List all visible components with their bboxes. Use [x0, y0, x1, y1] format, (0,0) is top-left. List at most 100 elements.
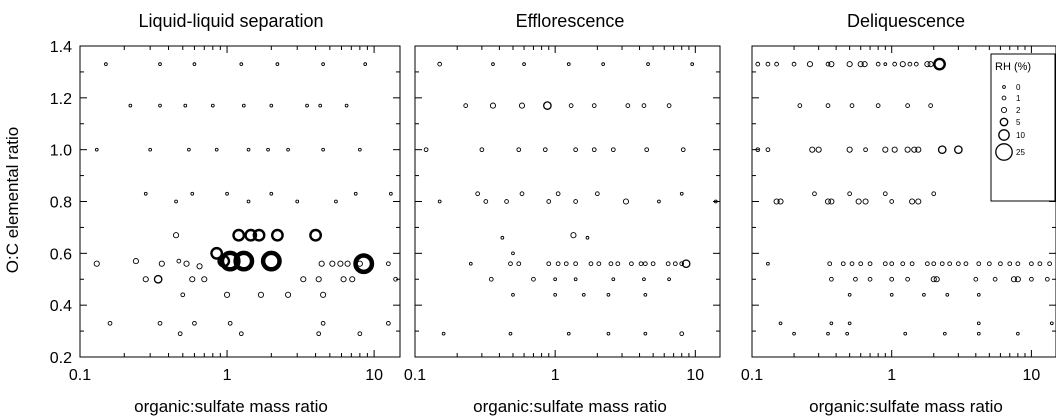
data-point	[546, 199, 552, 204]
data-point	[219, 250, 241, 272]
data-point	[1007, 261, 1013, 267]
data-point	[246, 147, 251, 152]
data-point	[840, 261, 846, 267]
data-point	[183, 103, 188, 108]
data-point	[340, 276, 347, 283]
data-point	[107, 320, 113, 326]
data-point	[849, 103, 855, 108]
data-point	[344, 103, 349, 108]
data-point	[828, 61, 835, 68]
data-point	[976, 261, 982, 267]
data-point	[309, 228, 322, 242]
data-point	[679, 261, 685, 267]
data-point	[622, 198, 630, 205]
data-point	[973, 276, 979, 282]
data-point	[300, 276, 307, 283]
data-point	[858, 261, 864, 267]
data-point	[889, 276, 895, 282]
data-point	[573, 147, 578, 153]
legend-marker	[998, 129, 1010, 141]
data-point	[344, 260, 351, 267]
data-point	[913, 61, 919, 67]
data-point	[933, 57, 946, 71]
data-point	[927, 61, 934, 68]
data-point	[809, 146, 816, 153]
data-point	[855, 198, 862, 205]
data-point	[132, 258, 139, 265]
data-point	[128, 103, 133, 108]
data-point	[646, 62, 650, 66]
x-tick-label: 1	[551, 367, 560, 384]
data-point	[1010, 276, 1017, 283]
data-point	[945, 292, 950, 297]
y-tick-label: 1.4	[50, 39, 72, 56]
x-tick-label: 10	[686, 367, 704, 384]
data-point	[615, 261, 621, 267]
data-point	[845, 331, 850, 336]
data-points	[755, 57, 1054, 336]
data-point	[601, 62, 606, 66]
data-point	[778, 321, 783, 326]
data-point	[828, 198, 835, 205]
data-point	[791, 61, 797, 67]
data-point	[320, 291, 327, 298]
data-point	[931, 191, 937, 197]
data-point	[192, 62, 197, 66]
y-tick-label: 0.8	[50, 195, 72, 212]
data-point	[244, 228, 258, 242]
legend-marker	[1002, 85, 1006, 89]
panel-deliquescence: Deliquescence organic:sulfate mass ratio…	[741, 11, 1056, 416]
data-point	[176, 258, 182, 264]
x-tick-label: 1	[223, 367, 232, 384]
data-point	[158, 62, 162, 66]
data-point	[755, 61, 761, 67]
data-point	[386, 261, 391, 267]
data-point	[861, 61, 868, 68]
y-tick-label: 1.0	[50, 143, 72, 160]
data-point	[922, 292, 926, 297]
data-point	[591, 103, 597, 108]
data-point	[986, 261, 992, 267]
data-point	[210, 246, 224, 260]
data-point	[595, 191, 600, 197]
data-point	[180, 292, 186, 298]
data-point	[173, 232, 180, 239]
legend-label: 25	[1016, 148, 1025, 157]
data-point	[642, 261, 648, 267]
data-point	[353, 253, 375, 275]
data-point	[266, 147, 270, 152]
data-point	[680, 147, 686, 153]
data-point	[555, 191, 561, 197]
data-point	[269, 191, 274, 196]
data-point	[475, 191, 481, 197]
data-point	[777, 198, 784, 205]
legend-label: 10	[1016, 131, 1025, 140]
data-point	[713, 199, 718, 204]
data-point	[1044, 276, 1050, 282]
data-point	[483, 199, 489, 204]
data-point	[863, 147, 868, 153]
data-point	[531, 276, 536, 282]
data-point	[954, 145, 963, 155]
data-point	[553, 292, 558, 297]
data-point	[183, 260, 190, 267]
data-point	[641, 103, 647, 108]
data-point	[937, 145, 947, 155]
data-point	[437, 61, 443, 67]
data-point	[792, 331, 796, 336]
data-point	[573, 277, 578, 282]
plot-frame	[414, 45, 721, 358]
data-point	[1029, 276, 1034, 282]
data-point	[882, 146, 889, 153]
data-points	[93, 62, 398, 337]
data-point	[679, 331, 685, 337]
legend-label: 0	[1016, 83, 1021, 92]
data-point	[889, 261, 895, 267]
data-point	[542, 147, 548, 153]
data-point	[334, 199, 338, 204]
data-point	[867, 261, 873, 267]
data-point	[519, 191, 525, 197]
data-point	[318, 103, 323, 108]
data-point	[437, 199, 442, 204]
